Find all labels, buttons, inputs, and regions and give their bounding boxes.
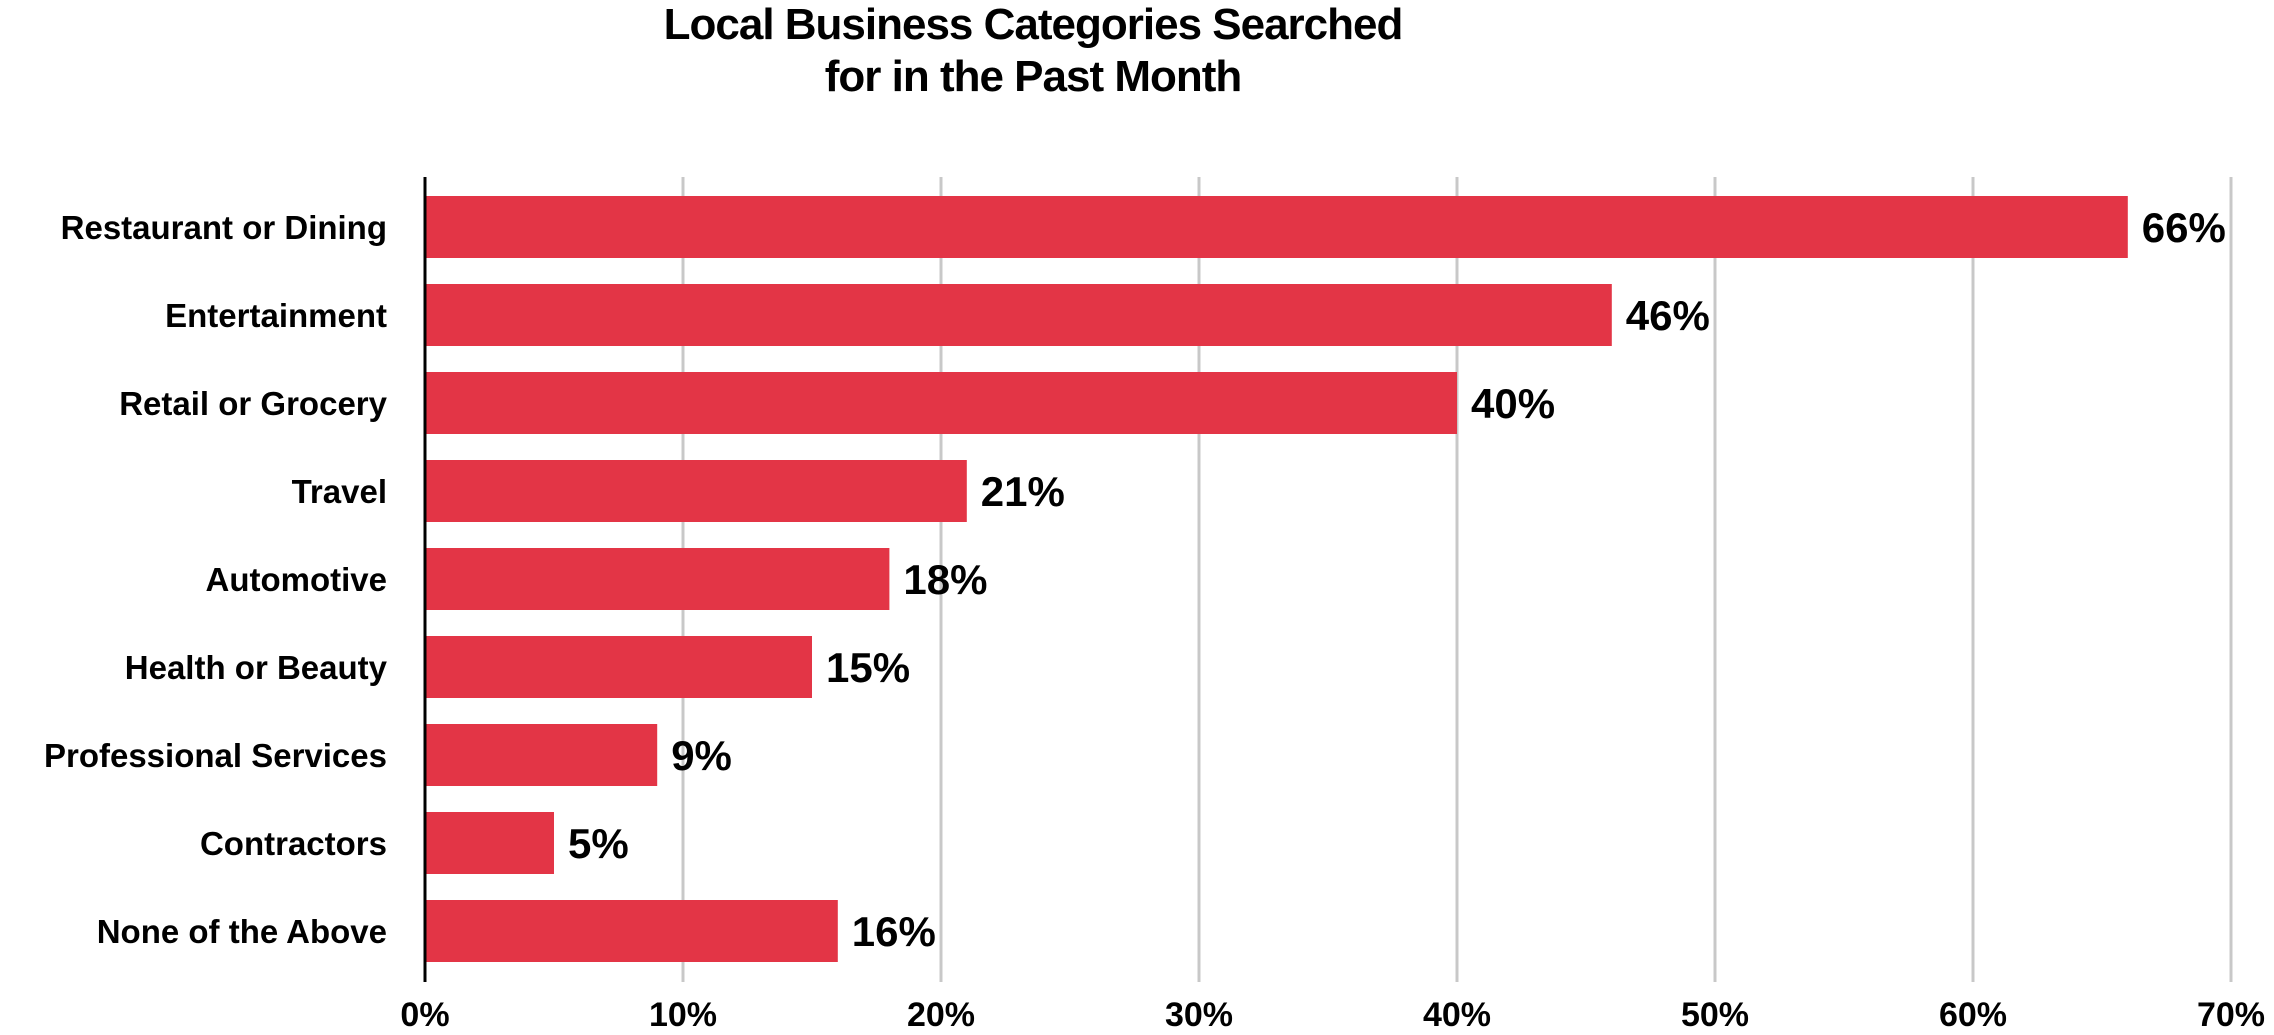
bar — [425, 196, 2128, 258]
x-tick-label: 10% — [649, 996, 717, 1034]
category-label: Contractors — [200, 825, 387, 862]
category-label: None of the Above — [97, 913, 387, 950]
bar — [425, 548, 890, 610]
data-label: 9% — [671, 732, 732, 779]
category-label: Health or Beauty — [125, 649, 388, 686]
data-label: 18% — [903, 556, 987, 603]
x-tick-label: 70% — [2197, 996, 2265, 1034]
bar — [425, 372, 1457, 434]
data-label: 15% — [826, 644, 910, 691]
category-label: Entertainment — [165, 297, 387, 334]
bar — [425, 636, 812, 698]
chart-title-line-1: Local Business Categories Searched — [663, 0, 1404, 49]
bar — [425, 284, 1612, 346]
data-label: 21% — [981, 468, 1065, 515]
category-label: Retail or Grocery — [119, 385, 387, 422]
bars — [425, 196, 2128, 962]
x-tick-label: 40% — [1423, 996, 1491, 1034]
chart-title-line-2: for in the Past Month — [824, 52, 1243, 101]
x-tick-label: 0% — [400, 996, 449, 1034]
x-tick-label: 60% — [1939, 996, 2007, 1034]
bar — [425, 724, 658, 786]
bar — [425, 900, 838, 962]
labels: 0% 10% 20% 30% 40% 50% 60% 70% Restaurant or Din… — [44, 204, 2265, 1034]
category-label: Travel — [292, 473, 387, 510]
category-label: Restaurant or Dining — [61, 209, 387, 246]
category-label: Professional Services — [44, 737, 387, 774]
data-label: 5% — [568, 820, 629, 867]
bar — [425, 460, 967, 522]
data-label: 66% — [2142, 204, 2226, 251]
x-tick-label: 30% — [1165, 996, 1233, 1034]
bar — [425, 812, 554, 874]
x-tick-label: 50% — [1681, 996, 1749, 1034]
data-label: 16% — [852, 908, 936, 955]
data-label: 40% — [1471, 380, 1555, 427]
x-tick-label: 20% — [907, 996, 975, 1034]
data-label: 46% — [1626, 292, 1710, 339]
category-label: Automotive — [206, 561, 388, 598]
